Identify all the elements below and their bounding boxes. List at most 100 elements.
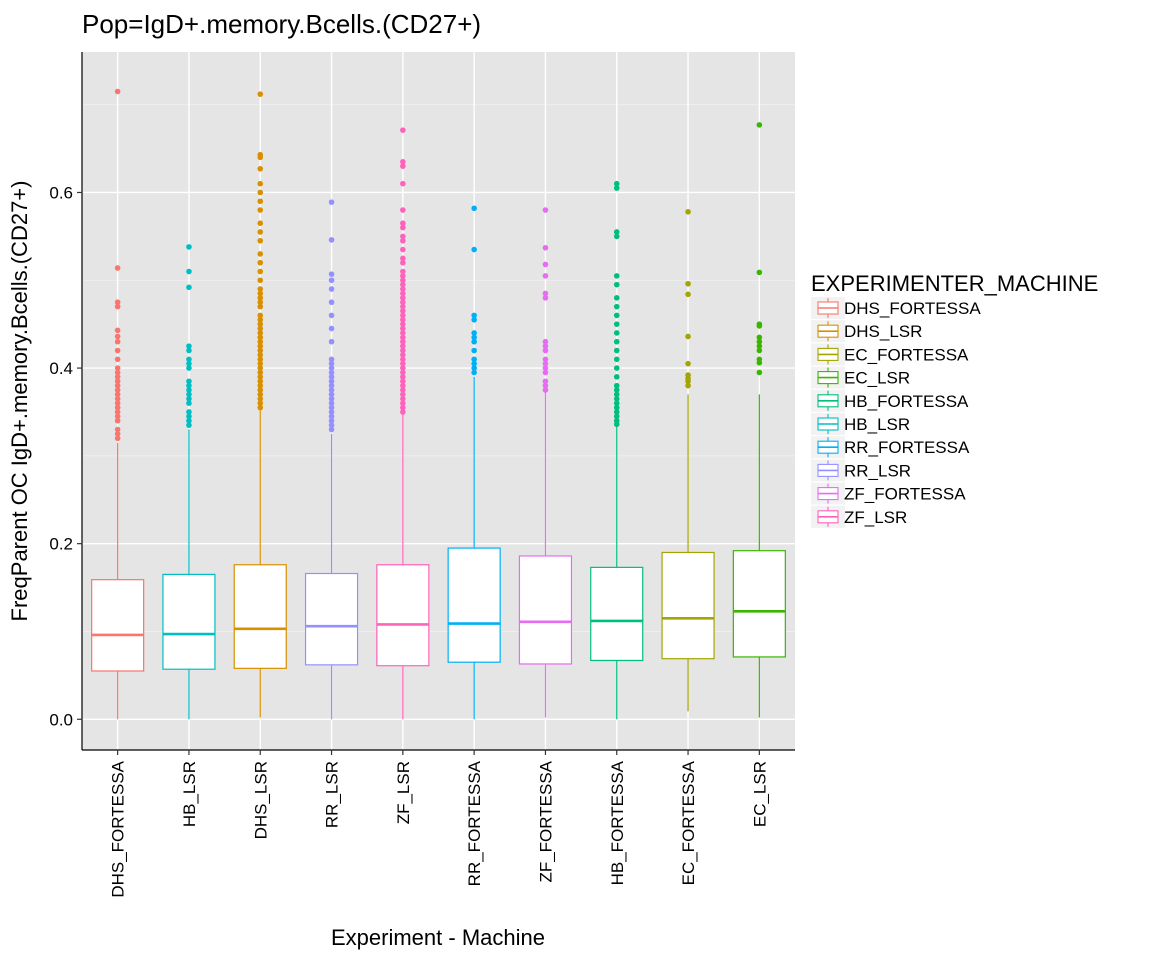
- outlier-point: [400, 404, 406, 411]
- outlier-point: [756, 360, 763, 366]
- outlier-point: [328, 271, 335, 277]
- outlier-point: [257, 229, 264, 235]
- x-tick-label: HB_FORTESSA: [608, 760, 627, 885]
- outlier-point: [328, 404, 335, 411]
- outlier-point: [257, 325, 264, 332]
- outlier-point: [257, 321, 264, 327]
- outlier-point: [114, 88, 121, 95]
- outlier-point: [257, 180, 264, 187]
- outlier-point: [328, 422, 335, 428]
- legend-item-ZF_FORTESSA: ZF_FORTESSA: [811, 482, 966, 505]
- outlier-point: [542, 356, 549, 363]
- outlier-point: [400, 356, 406, 363]
- outlier-point: [328, 325, 335, 332]
- outlier-point: [542, 295, 549, 301]
- outlier-point: [471, 347, 477, 354]
- outlier-point: [756, 269, 763, 276]
- outlier-point: [186, 396, 192, 402]
- box-iqr: [590, 566, 644, 662]
- outlier-point: [328, 417, 335, 424]
- legend-item-EC_FORTESSA: EC_FORTESSA: [811, 343, 969, 366]
- outlier-point: [400, 259, 406, 266]
- legend-label: RR_LSR: [844, 461, 911, 480]
- box-iqr: [447, 547, 501, 663]
- legend-label: RR_FORTESSA: [844, 438, 970, 457]
- outlier-point: [613, 229, 620, 235]
- outlier-point: [471, 312, 477, 319]
- outlier-point: [400, 374, 406, 380]
- outlier-point: [186, 409, 192, 415]
- outlier-point: [257, 251, 264, 257]
- outlier-point: [542, 382, 549, 389]
- outlier-point: [114, 382, 121, 389]
- outlier-point: [257, 198, 264, 205]
- outlier-point: [114, 417, 121, 424]
- outlier-point: [613, 347, 620, 354]
- outlier-point: [400, 308, 406, 314]
- outlier-point: [400, 378, 406, 385]
- outlier-point: [542, 378, 549, 385]
- outlier-point: [328, 387, 335, 393]
- outlier-point: [400, 334, 406, 341]
- legend-label: ZF_FORTESSA: [844, 485, 966, 504]
- outlier-point: [186, 284, 192, 291]
- box-ZF_FORTESSA: [518, 207, 573, 718]
- x-axis-ticks: DHS_FORTESSA HB_LSR DHS_LSR RR_LSR ZF_LSR RR_…: [109, 750, 769, 898]
- outlier-point: [114, 431, 121, 437]
- box-iqr: [732, 550, 786, 658]
- outlier-point: [400, 281, 406, 288]
- outlier-point: [613, 387, 620, 393]
- outlier-point: [400, 365, 406, 371]
- outlier-point: [400, 360, 406, 367]
- outlier-point: [257, 352, 264, 358]
- outlier-point: [328, 338, 335, 345]
- outlier-point: [542, 369, 549, 376]
- outlier-point: [613, 338, 620, 345]
- outlier-point: [613, 365, 620, 371]
- outlier-point: [186, 268, 192, 275]
- outlier-point: [257, 91, 264, 97]
- box-iqr: [518, 555, 573, 665]
- outlier-point: [400, 352, 406, 358]
- outlier-point: [328, 365, 335, 371]
- outlier-point: [186, 378, 192, 385]
- outlier-point: [613, 303, 620, 310]
- outlier-point: [400, 387, 406, 393]
- outlier-point: [257, 404, 264, 411]
- outlier-point: [257, 365, 264, 371]
- boxes-layer: [91, 88, 786, 720]
- outlier-point: [257, 316, 264, 323]
- outlier-point: [400, 207, 406, 213]
- outlier-point: [328, 312, 335, 319]
- legend-label: ZF_LSR: [844, 508, 907, 527]
- outlier-point: [186, 244, 192, 250]
- outlier-point: [114, 426, 121, 433]
- x-tick-label: ZF_FORTESSA: [536, 760, 555, 882]
- box-iqr: [661, 551, 715, 660]
- outlier-point: [257, 338, 264, 345]
- outlier-point: [400, 312, 406, 319]
- outlier-point: [257, 312, 264, 319]
- outlier-point: [114, 435, 121, 442]
- outlier-point: [328, 400, 335, 406]
- y-tick-label: 0.4: [49, 359, 73, 378]
- box-HB_LSR: [162, 244, 216, 720]
- outlier-point: [400, 233, 406, 240]
- outlier-point: [400, 237, 406, 244]
- outlier-point: [613, 185, 620, 191]
- outlier-point: [471, 205, 477, 212]
- outlier-point: [257, 154, 264, 161]
- outlier-point: [400, 316, 406, 323]
- outlier-point: [257, 165, 264, 172]
- outlier-point: [685, 208, 691, 215]
- outlier-point: [114, 413, 121, 420]
- outlier-point: [257, 220, 264, 227]
- outlier-point: [328, 391, 335, 398]
- outlier-point: [257, 277, 264, 284]
- axes: [81, 52, 795, 751]
- outlier-point: [613, 233, 620, 240]
- outlier-point: [542, 261, 549, 268]
- legend-item-HB_FORTESSA: HB_FORTESSA: [811, 389, 969, 412]
- outlier-point: [114, 409, 121, 415]
- outlier-point: [613, 409, 620, 415]
